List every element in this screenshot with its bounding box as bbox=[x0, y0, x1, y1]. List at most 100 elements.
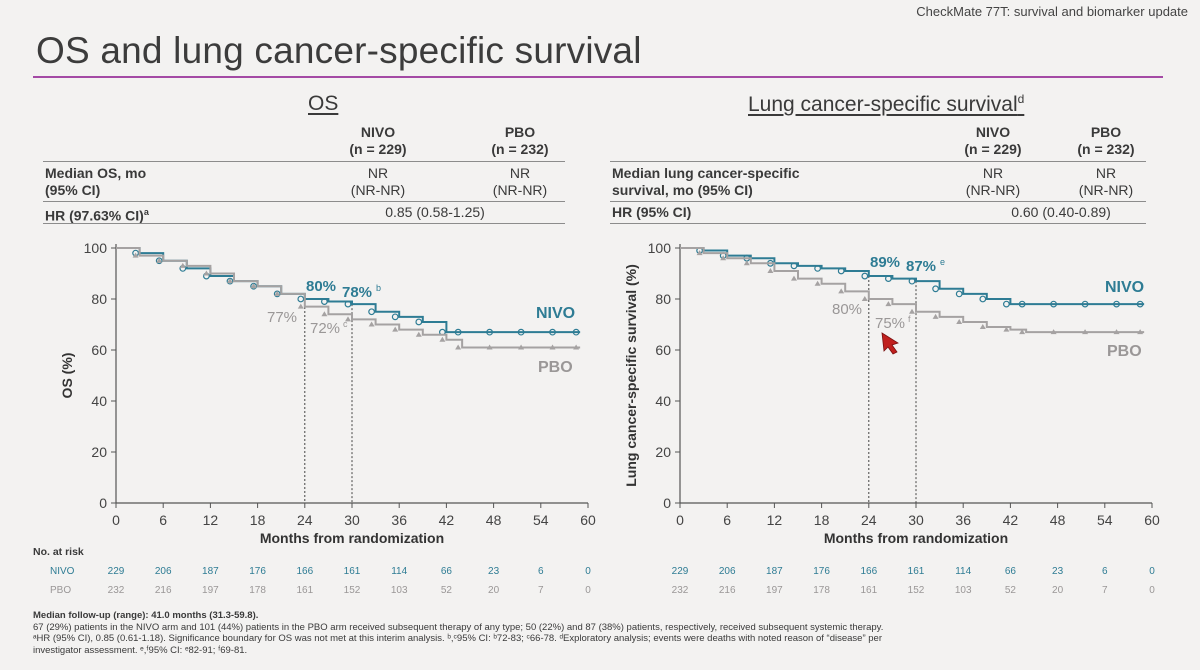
os-risk-pbo-54: 7 bbox=[538, 585, 544, 596]
os-pbo-legend: PBO bbox=[538, 359, 573, 376]
os-nivo-24mo-label: 80% bbox=[306, 278, 336, 295]
lcss-risk-pbo-6: 216 bbox=[718, 585, 736, 596]
lcss-pbo-censor-mark bbox=[720, 255, 727, 261]
os-risk-nivo-18: 176 bbox=[249, 566, 266, 577]
table-rule bbox=[610, 223, 1146, 224]
lcss-x-tick-label: 18 bbox=[814, 512, 830, 528]
os-nivo-censor-mark bbox=[297, 295, 305, 303]
os-risk-nivo-54: 6 bbox=[538, 566, 544, 577]
os-hr-label: HR (97.63% CI)a bbox=[45, 207, 149, 224]
table-rule bbox=[610, 201, 1146, 202]
lcss-pbo-censor-mark bbox=[885, 301, 892, 307]
os-risk-nivo-60: 0 bbox=[585, 566, 591, 577]
lcss-hr-value: 0.60 (0.40-0.89) bbox=[1011, 204, 1111, 220]
footnote-line: investigator assessment. ᵉ,ᶠ95% CI: ᵉ82-… bbox=[33, 644, 248, 656]
lcss-y-tick-label: 80 bbox=[655, 291, 671, 307]
os-risk-nivo-12: 187 bbox=[202, 566, 219, 577]
lcss-pbo-censor-mark bbox=[1019, 329, 1026, 335]
os-nivo-30mo-label: 78% bbox=[342, 284, 372, 301]
lcss-x-tick-label: 24 bbox=[861, 512, 877, 528]
os-hr-value: 0.85 (0.58-1.25) bbox=[385, 204, 485, 220]
os-x-tick-label: 54 bbox=[533, 512, 549, 528]
lcss-nivo-censor-mark bbox=[979, 295, 987, 303]
lcss-nivo-curve bbox=[680, 247, 1145, 306]
os-nivo-censor-mark bbox=[344, 300, 352, 308]
lcss-y-tick-label: 20 bbox=[655, 444, 671, 460]
lcss-risk-pbo-18: 178 bbox=[813, 585, 830, 596]
os-y-axis-label: OS (%) bbox=[59, 353, 75, 399]
os-x-tick-label: 0 bbox=[112, 512, 120, 528]
lcss-risk-nivo-36: 114 bbox=[955, 566, 972, 577]
lcss-risk-nivo-18: 176 bbox=[813, 566, 830, 577]
lcss-pbo-censor-mark bbox=[743, 260, 750, 266]
os-nivo-censor-mark bbox=[368, 308, 376, 316]
lcss-x-tick-label: 6 bbox=[723, 512, 731, 528]
lcss-nivo-censor-mark bbox=[955, 290, 963, 298]
slide-header: CheckMate 77T: survival and biomarker up… bbox=[916, 4, 1188, 19]
os-risk-nivo-48: 23 bbox=[488, 566, 500, 577]
os-pbo-censor-mark bbox=[368, 321, 375, 327]
lcss-nivo-censor-mark bbox=[885, 275, 892, 282]
os-median-pbo: NR (NR-NR) bbox=[492, 165, 548, 198]
os-x-tick-label: 48 bbox=[486, 512, 502, 528]
lcss-x-tick-label: 48 bbox=[1050, 512, 1066, 528]
os-risk-pbo-12: 197 bbox=[202, 585, 219, 596]
os-risk-pbo-36: 103 bbox=[390, 585, 408, 596]
lcss-pbo-24mo-label: 80% bbox=[832, 301, 862, 318]
os-risk-nivo-30: 161 bbox=[343, 566, 361, 577]
lcss-risk-nivo-6: 206 bbox=[718, 566, 736, 577]
lcss-x-tick-label: 0 bbox=[676, 512, 684, 528]
lcss-nivo-30mo-label: 87% bbox=[906, 258, 936, 275]
os-nivo-censor-mark bbox=[321, 298, 328, 305]
os-risk-pbo-24: 161 bbox=[296, 585, 314, 596]
os-x-tick-label: 24 bbox=[297, 512, 313, 528]
lcss-nivo-censor-mark bbox=[790, 262, 798, 270]
lcss-risk-nivo-30: 161 bbox=[907, 566, 925, 577]
lcss-pbo-censor-mark bbox=[1003, 326, 1010, 332]
lcss-nivo-censor-mark bbox=[932, 285, 940, 293]
os-risk-pbo-42: 52 bbox=[440, 585, 452, 596]
os-risk-pbo-18: 178 bbox=[249, 585, 266, 596]
os-pbo-censor-mark bbox=[439, 336, 446, 342]
table-rule bbox=[43, 161, 565, 162]
os-nivo-legend: NIVO bbox=[536, 305, 575, 322]
os-x-tick-label: 60 bbox=[580, 512, 596, 528]
lcss-pbo-censor-mark bbox=[1137, 329, 1144, 335]
os-risk-pbo-6: 216 bbox=[154, 585, 172, 596]
os-risk-nivo-24: 166 bbox=[296, 566, 314, 577]
lcss-pbo-30mo-sup: f bbox=[908, 314, 911, 324]
lcss-risk-pbo-42: 52 bbox=[1004, 585, 1016, 596]
lcss-median-label: Median lung cancer-specific survival, mo … bbox=[612, 165, 800, 198]
cursor-arrow-icon bbox=[881, 332, 899, 355]
lcss-x-tick-label: 42 bbox=[1003, 512, 1019, 528]
os-y-tick-label: 0 bbox=[99, 495, 107, 511]
lcss-risk-pbo-48: 20 bbox=[1052, 585, 1064, 596]
os-risk-nivo-36: 114 bbox=[391, 566, 408, 577]
lcss-pbo-censor-mark bbox=[1050, 329, 1057, 335]
os-x-tick-label: 30 bbox=[344, 512, 360, 528]
os-x-tick-label: 42 bbox=[439, 512, 455, 528]
lcss-risk-pbo-30: 152 bbox=[907, 585, 925, 596]
os-pbo-censor-mark bbox=[156, 257, 163, 263]
lcss-risk-pbo-54: 7 bbox=[1102, 585, 1108, 596]
lcss-risk-pbo-12: 197 bbox=[766, 585, 783, 596]
lcss-risk-pbo-60: 0 bbox=[1149, 585, 1155, 596]
os-x-tick-label: 36 bbox=[391, 512, 407, 528]
os-nivo-censor-mark bbox=[486, 328, 494, 336]
os-summary-table: NIVO (n = 229) PBO (n = 232) Median OS, mo… bbox=[35, 124, 565, 224]
os-pbo-censor-mark bbox=[250, 283, 257, 289]
os-median-nivo: NR (NR-NR) bbox=[350, 165, 406, 198]
lcss-risk-nivo-0: 229 bbox=[671, 566, 689, 577]
lcss-pbo-censor-mark bbox=[1082, 329, 1089, 335]
os-nivo-30mo-sup: b bbox=[376, 283, 381, 293]
os-y-tick-label: 40 bbox=[91, 393, 107, 409]
lcss-median-nivo: NR (NR-NR) bbox=[965, 165, 1021, 198]
os-y-tick-label: 100 bbox=[84, 240, 108, 256]
os-pbo-censor-mark bbox=[227, 278, 233, 284]
lcss-pbo-censor-mark bbox=[932, 313, 939, 319]
os-y-tick-label: 20 bbox=[91, 444, 107, 460]
os-risk-pbo-0: 232 bbox=[107, 585, 125, 596]
footnote-line: ᵃHR (95% CI), 0.85 (0.61-1.18). Signific… bbox=[33, 633, 882, 644]
lcss-pbo-censor-mark bbox=[861, 296, 868, 301]
os-pbo-censor-mark bbox=[179, 262, 186, 268]
